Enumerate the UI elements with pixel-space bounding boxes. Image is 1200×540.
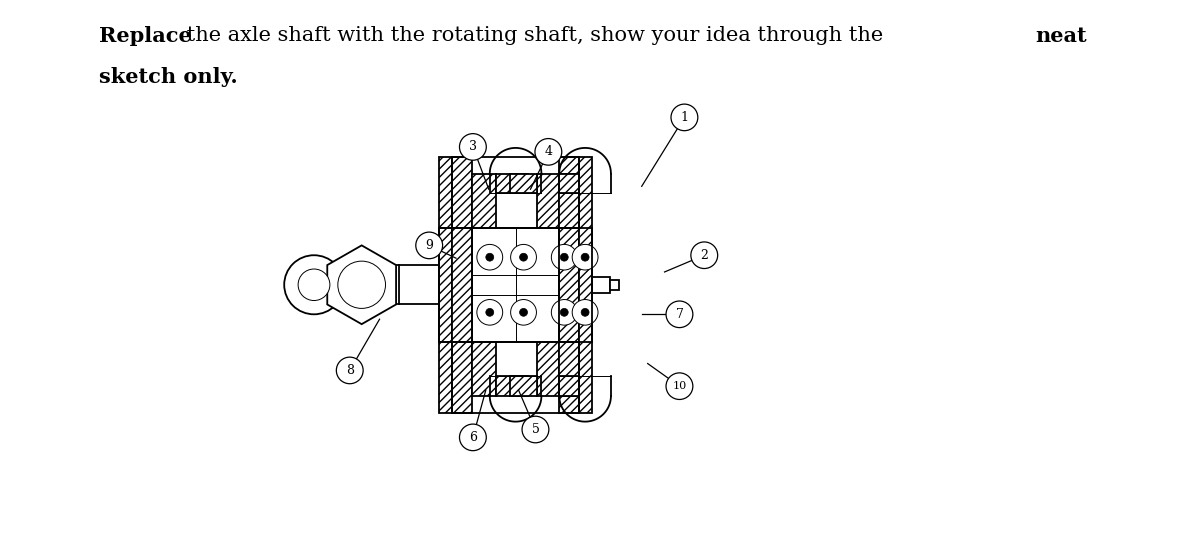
Text: 2: 2: [701, 249, 708, 262]
Circle shape: [671, 104, 698, 131]
Bar: [439, 157, 452, 413]
Bar: [496, 376, 528, 396]
Polygon shape: [328, 245, 396, 324]
Bar: [559, 342, 580, 413]
Circle shape: [572, 300, 598, 325]
Circle shape: [336, 357, 364, 384]
Bar: [538, 173, 559, 228]
Bar: [559, 342, 581, 396]
Circle shape: [520, 308, 528, 316]
Bar: [510, 173, 538, 193]
Circle shape: [486, 308, 493, 316]
Circle shape: [522, 416, 548, 443]
Circle shape: [298, 269, 330, 301]
Bar: [559, 157, 580, 228]
Text: 10: 10: [672, 381, 686, 391]
Text: 5: 5: [532, 423, 539, 436]
Circle shape: [460, 424, 486, 451]
Circle shape: [476, 245, 503, 270]
Bar: [452, 228, 472, 342]
Bar: [452, 342, 472, 413]
Bar: [559, 376, 592, 396]
Bar: [559, 173, 592, 193]
Bar: [452, 157, 472, 228]
Circle shape: [511, 245, 536, 270]
Text: sketch only.: sketch only.: [98, 67, 238, 87]
Circle shape: [666, 373, 692, 400]
Text: neat: neat: [1034, 26, 1086, 46]
Circle shape: [520, 253, 528, 261]
Circle shape: [486, 253, 493, 261]
Bar: [559, 228, 580, 342]
Circle shape: [691, 242, 718, 268]
Circle shape: [476, 300, 503, 325]
Circle shape: [535, 139, 562, 165]
Text: 7: 7: [676, 308, 683, 321]
Text: 9: 9: [425, 239, 433, 252]
Bar: [592, 277, 610, 293]
Bar: [472, 173, 496, 228]
Circle shape: [284, 255, 343, 314]
Text: 6: 6: [469, 431, 476, 444]
Text: the axle shaft with the rotating shaft, show your idea through the: the axle shaft with the rotating shaft, …: [180, 26, 890, 45]
Circle shape: [415, 232, 443, 259]
Circle shape: [560, 253, 569, 261]
Circle shape: [460, 133, 486, 160]
Circle shape: [551, 245, 577, 270]
Circle shape: [581, 253, 589, 261]
Bar: [580, 157, 592, 413]
Text: 3: 3: [469, 140, 476, 153]
Text: 8: 8: [346, 364, 354, 377]
Text: 1: 1: [680, 111, 689, 124]
Bar: [496, 173, 528, 193]
Circle shape: [560, 308, 569, 316]
Circle shape: [581, 308, 589, 316]
Bar: [510, 376, 538, 396]
Circle shape: [551, 300, 577, 325]
Text: Replace: Replace: [98, 26, 191, 46]
Bar: [610, 280, 619, 289]
Text: 4: 4: [545, 145, 552, 158]
Circle shape: [511, 300, 536, 325]
Circle shape: [666, 301, 692, 328]
Bar: [559, 173, 581, 228]
Circle shape: [572, 245, 598, 270]
Bar: [538, 342, 559, 396]
Circle shape: [338, 261, 385, 308]
Bar: [472, 342, 496, 396]
Bar: [472, 228, 559, 342]
